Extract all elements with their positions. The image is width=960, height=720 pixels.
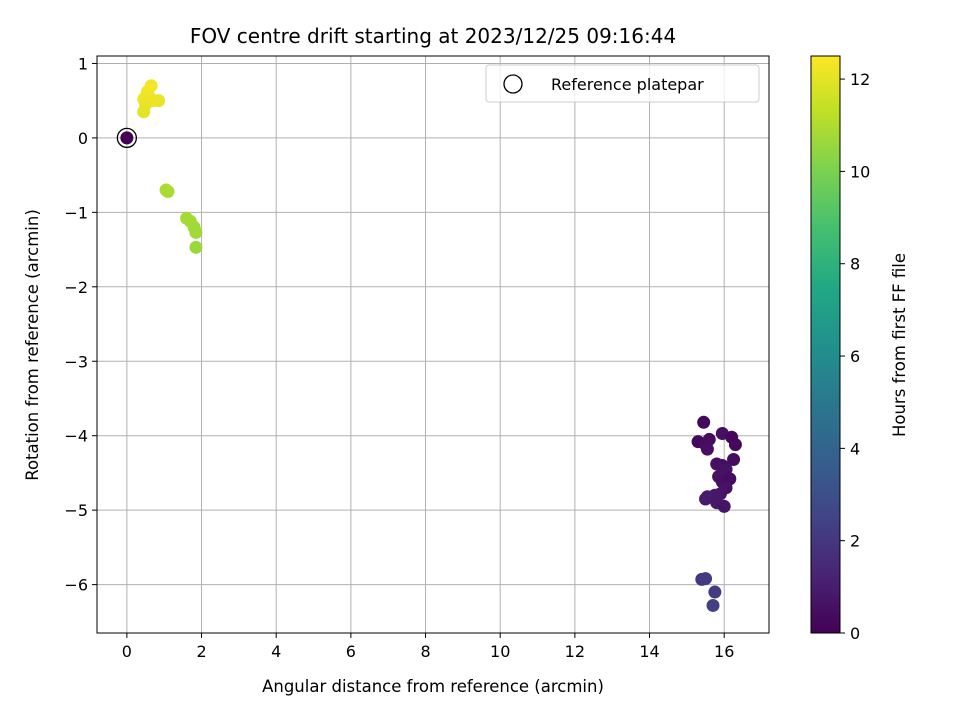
legend-label: Reference platepar (551, 75, 704, 94)
plot-frame (96, 55, 770, 634)
data-point (699, 572, 713, 586)
colorbar-ticks: 0 2 4 6 8 10 12 (840, 70, 870, 643)
x-tick-label: 12 (565, 642, 585, 661)
reference-marker-layer (116, 127, 138, 149)
data-point (189, 225, 203, 239)
colorbar-tick-label: 12 (850, 70, 870, 89)
colorbar-tick-label: 2 (850, 532, 860, 551)
legend-box (485, 64, 760, 103)
colorbar-tick-label: 10 (850, 162, 870, 181)
y-tick-label: −3 (64, 352, 88, 371)
colorbar-tick-label: 0 (850, 624, 860, 643)
colorbar-tick-label: 6 (850, 347, 860, 366)
colorbar-gradient (810, 55, 841, 634)
y-axis-ticks: 1 0 −1 −2 −3 −4 −5 −6 (64, 54, 97, 595)
x-axis-label: Angular distance from reference (arcmin) (262, 677, 604, 696)
data-point (120, 131, 134, 145)
colorbar-label: Hours from first FF file (890, 253, 909, 437)
data-point (700, 442, 714, 456)
y-tick-label: 1 (78, 54, 88, 73)
y-tick-label: 0 (78, 129, 88, 148)
data-point (708, 585, 722, 599)
data-point (728, 438, 742, 452)
data-point (717, 499, 731, 513)
x-tick-label: 8 (420, 642, 430, 661)
data-point (161, 185, 175, 199)
x-tick-label: 4 (271, 642, 281, 661)
x-tick-label: 10 (490, 642, 510, 661)
x-tick-label: 16 (714, 642, 734, 661)
reference-platepar-marker (116, 127, 138, 149)
colorbar-tick-label: 8 (850, 255, 860, 274)
y-tick-label: −4 (64, 427, 88, 446)
colorbar-tick-label: 4 (850, 439, 860, 458)
data-point (702, 432, 716, 446)
data-point (189, 240, 203, 254)
y-tick-label: −6 (64, 576, 88, 595)
x-axis-ticks: 0 2 4 6 8 10 12 14 16 (122, 633, 734, 661)
data-point (699, 492, 713, 506)
colorbar: 0 2 4 6 8 10 12 Hours from first FF file (810, 55, 909, 643)
legend-marker (503, 74, 523, 94)
y-axis-label: Rotation from reference (arcmin) (23, 209, 42, 481)
legend: Reference platepar (485, 64, 760, 103)
y-tick-label: −1 (64, 203, 88, 222)
data-point (706, 598, 720, 612)
data-points (120, 79, 742, 612)
data-point (152, 94, 166, 108)
data-point (727, 453, 741, 467)
x-tick-label: 6 (346, 642, 356, 661)
data-point (697, 415, 711, 429)
x-tick-label: 0 (122, 642, 132, 661)
grid (97, 56, 769, 633)
x-tick-label: 2 (196, 642, 206, 661)
x-tick-label: 14 (639, 642, 659, 661)
data-point (137, 105, 151, 119)
chart-title: FOV centre drift starting at 2023/12/25 … (190, 24, 676, 48)
y-tick-label: −2 (64, 278, 88, 297)
y-tick-label: −5 (64, 501, 88, 520)
